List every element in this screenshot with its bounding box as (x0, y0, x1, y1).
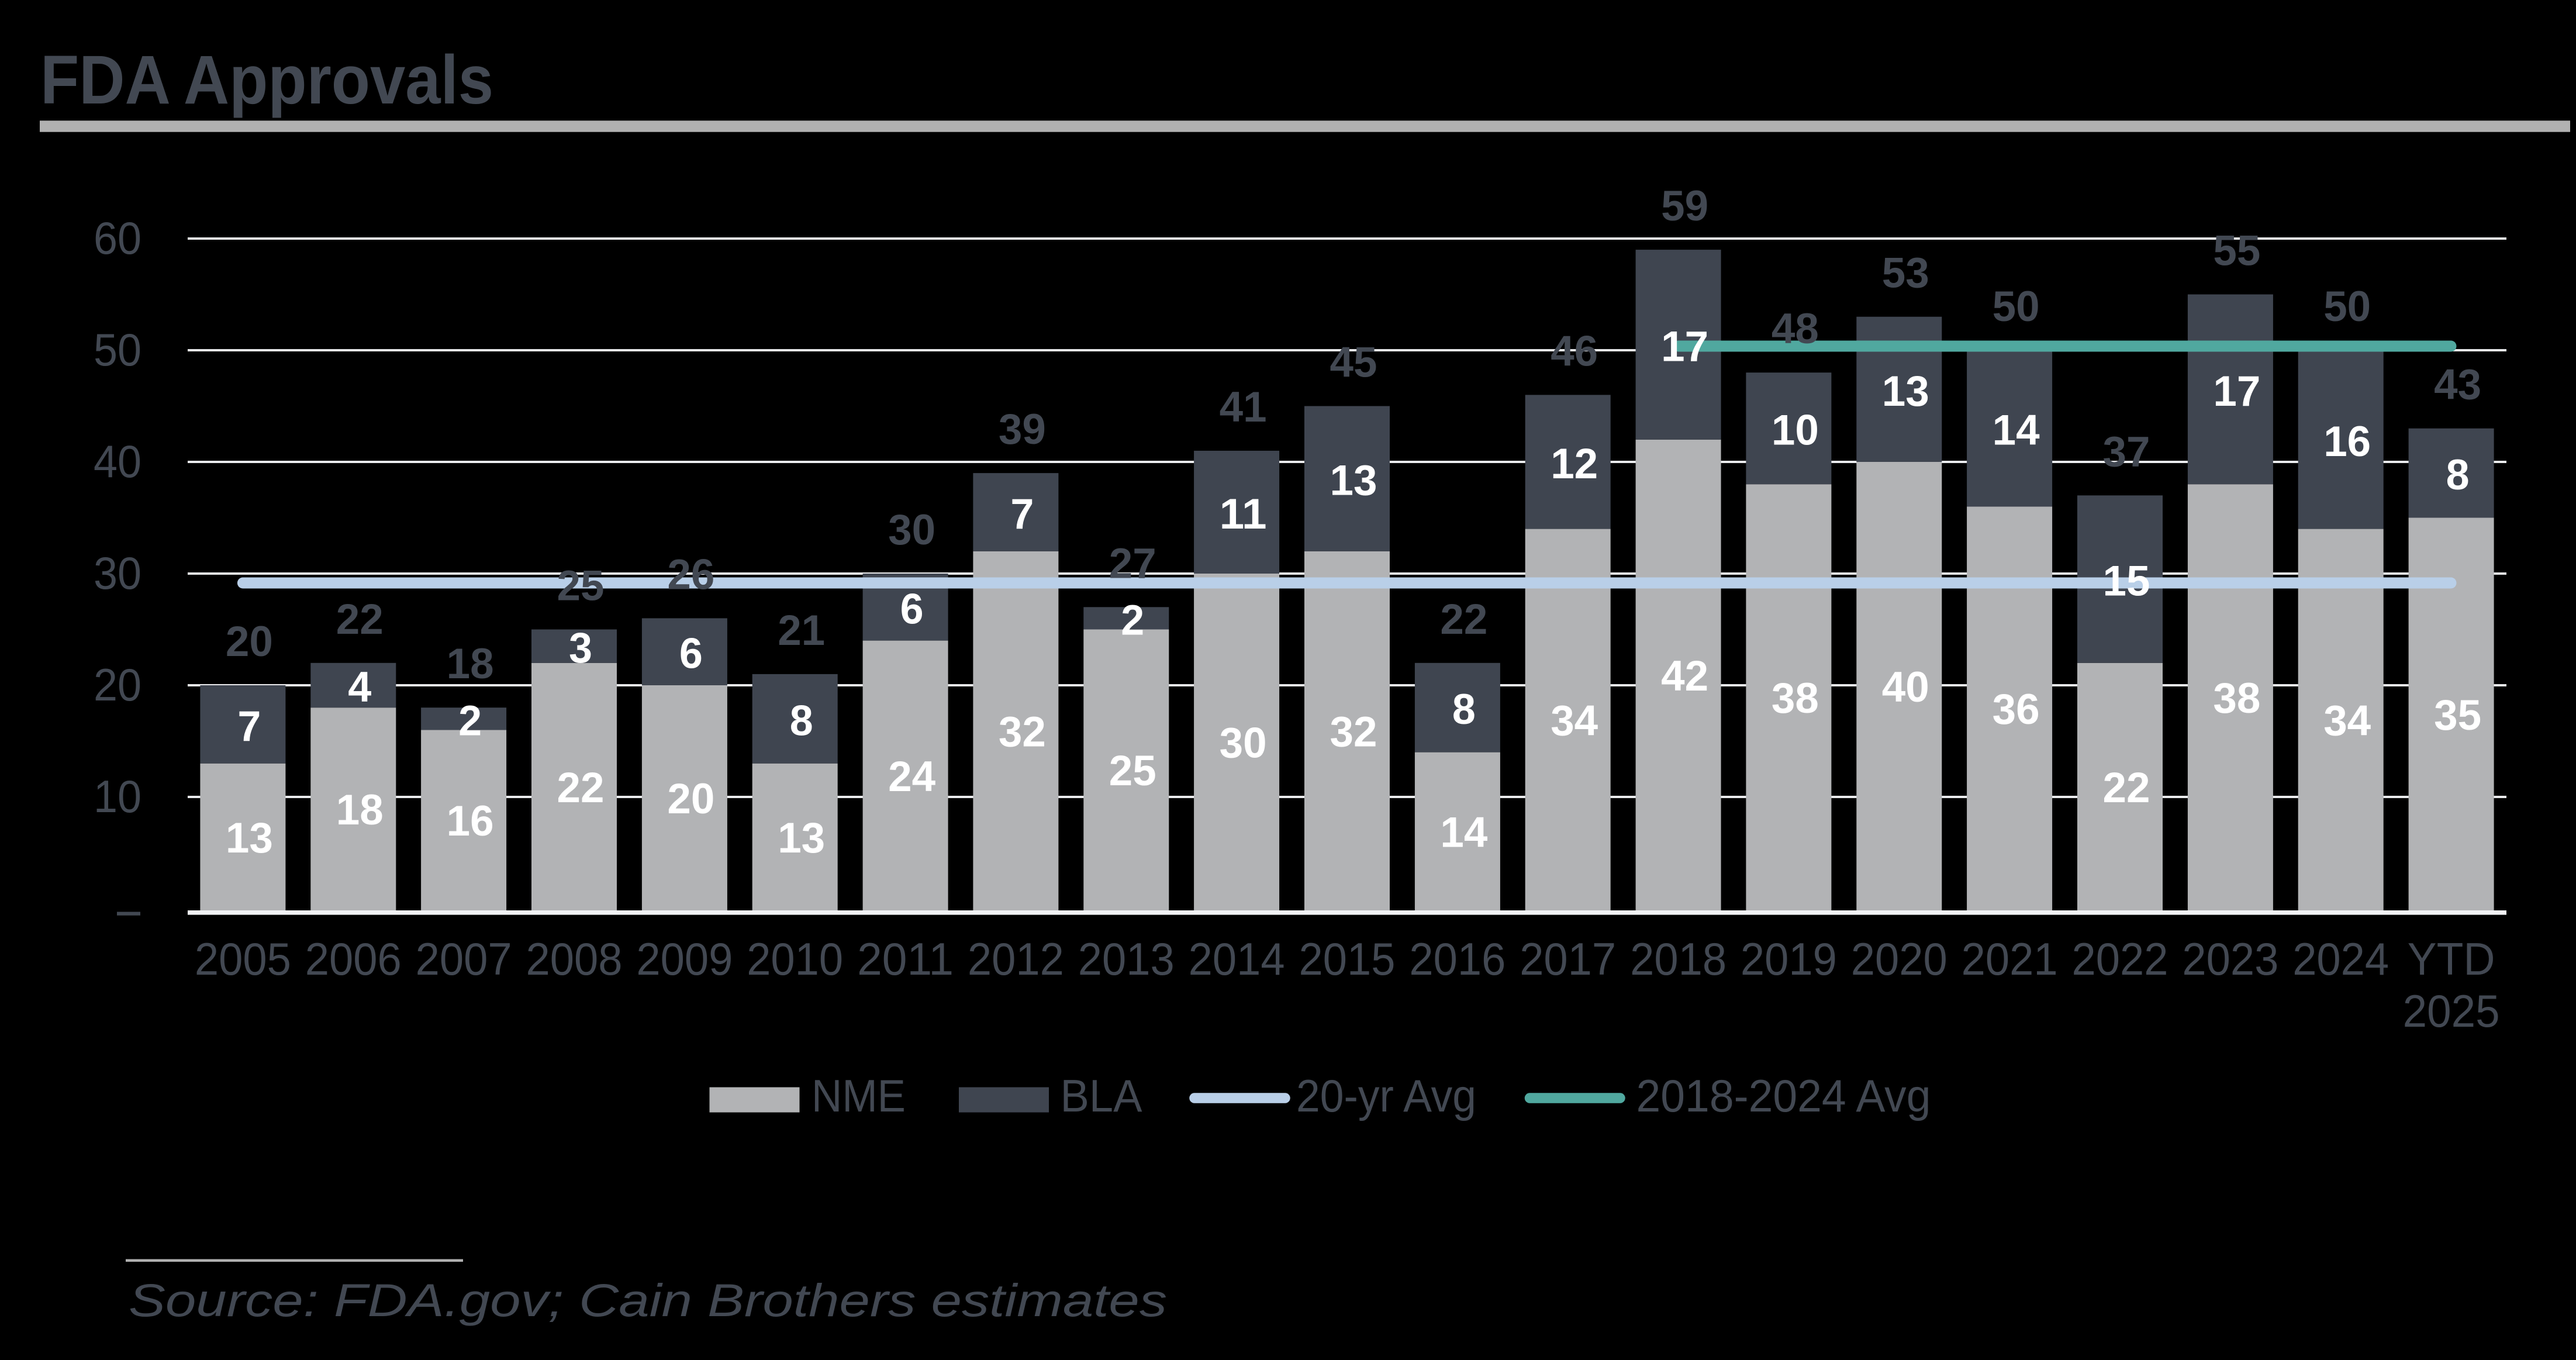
svg-text:7: 7 (237, 703, 261, 750)
svg-text:16: 16 (2323, 418, 2371, 465)
svg-text:25: 25 (557, 562, 605, 610)
svg-text:40: 40 (1882, 664, 1929, 711)
svg-text:2013: 2013 (1078, 933, 1175, 985)
svg-text:60: 60 (94, 212, 141, 264)
svg-text:42: 42 (1661, 653, 1708, 700)
svg-text:2008: 2008 (526, 933, 623, 985)
svg-text:2024: 2024 (2292, 933, 2389, 985)
svg-text:14: 14 (1440, 809, 1487, 856)
svg-text:2018-2024 Avg: 2018-2024 Avg (1636, 1070, 1931, 1121)
svg-text:21: 21 (778, 607, 825, 654)
svg-text:2: 2 (1121, 596, 1144, 644)
svg-text:4: 4 (348, 664, 371, 711)
svg-text:2017: 2017 (1520, 933, 1616, 985)
svg-text:2025: 2025 (2403, 985, 2500, 1037)
svg-text:16: 16 (447, 798, 494, 845)
svg-text:37: 37 (2103, 428, 2150, 475)
svg-text:27: 27 (1109, 540, 1156, 587)
svg-text:8: 8 (1452, 686, 1476, 733)
svg-text:50: 50 (94, 324, 141, 375)
svg-text:43: 43 (2434, 361, 2481, 409)
svg-text:17: 17 (1661, 323, 1708, 370)
svg-text:50: 50 (2323, 283, 2371, 330)
svg-text:59: 59 (1661, 182, 1708, 230)
svg-text:Source: FDA.gov; Cain Brothers: Source: FDA.gov; Cain Brothers estimates (129, 1274, 1167, 1326)
svg-text:BLA: BLA (1061, 1070, 1142, 1121)
svg-text:53: 53 (1882, 250, 1929, 297)
svg-text:2014: 2014 (1189, 933, 1285, 985)
svg-text:13: 13 (778, 814, 825, 862)
svg-text:32: 32 (1330, 708, 1377, 755)
svg-text:20: 20 (226, 618, 273, 665)
svg-text:2011: 2011 (857, 933, 954, 985)
svg-text:18: 18 (336, 786, 384, 834)
svg-text:2009: 2009 (636, 933, 733, 985)
svg-text:15: 15 (2103, 558, 2150, 605)
svg-text:20: 20 (667, 775, 714, 823)
svg-text:22: 22 (2103, 764, 2150, 812)
svg-text:22: 22 (557, 764, 605, 812)
svg-text:22: 22 (1440, 596, 1487, 643)
svg-text:24: 24 (888, 753, 935, 800)
svg-text:10: 10 (94, 771, 141, 822)
svg-text:8: 8 (2446, 451, 2470, 499)
svg-text:2: 2 (458, 697, 482, 744)
svg-text:2018: 2018 (1630, 933, 1726, 985)
svg-text:38: 38 (1772, 675, 1819, 722)
svg-text:13: 13 (1330, 457, 1377, 505)
svg-text:48: 48 (1772, 305, 1819, 353)
svg-text:30: 30 (1220, 720, 1267, 767)
svg-text:32: 32 (999, 708, 1046, 755)
svg-text:26: 26 (667, 551, 714, 598)
svg-text:2020: 2020 (1851, 933, 1947, 985)
svg-text:45: 45 (1330, 339, 1377, 386)
svg-text:30: 30 (888, 506, 935, 554)
svg-text:YTD: YTD (2408, 933, 2495, 985)
svg-text:34: 34 (2323, 697, 2371, 744)
svg-text:2022: 2022 (2072, 933, 2168, 985)
svg-text:55: 55 (2213, 227, 2260, 275)
svg-text:3: 3 (569, 624, 592, 672)
svg-text:13: 13 (226, 814, 273, 862)
svg-text:38: 38 (2213, 675, 2260, 722)
svg-text:2010: 2010 (747, 933, 843, 985)
svg-text:6: 6 (900, 585, 924, 633)
svg-text:2023: 2023 (2182, 933, 2278, 985)
svg-text:34: 34 (1551, 697, 1598, 744)
svg-text:50: 50 (1993, 283, 2040, 330)
svg-text:2021: 2021 (1962, 933, 2058, 985)
svg-text:18: 18 (447, 640, 494, 688)
svg-text:2007: 2007 (416, 933, 512, 985)
svg-text:2012: 2012 (968, 933, 1064, 985)
svg-text:30: 30 (94, 547, 141, 599)
svg-text:36: 36 (1993, 686, 2040, 733)
svg-text:8: 8 (790, 697, 813, 744)
svg-text:2005: 2005 (195, 933, 291, 985)
svg-text:2015: 2015 (1299, 933, 1396, 985)
svg-text:2016: 2016 (1409, 933, 1505, 985)
svg-text:FDA Approvals: FDA Approvals (40, 42, 493, 119)
svg-text:22: 22 (336, 596, 384, 643)
svg-text:2006: 2006 (305, 933, 402, 985)
svg-text:14: 14 (1993, 407, 2040, 454)
svg-text:7: 7 (1010, 491, 1034, 538)
svg-text:40: 40 (94, 436, 141, 487)
svg-text:11: 11 (1220, 491, 1267, 538)
svg-text:17: 17 (2213, 368, 2260, 415)
svg-text:20: 20 (94, 659, 141, 710)
svg-text:35: 35 (2434, 692, 2481, 739)
svg-text:6: 6 (679, 630, 703, 678)
svg-text:20-yr Avg: 20-yr Avg (1296, 1070, 1476, 1121)
svg-text:2019: 2019 (1741, 933, 1837, 985)
svg-text:46: 46 (1551, 327, 1598, 375)
svg-text:25: 25 (1109, 747, 1156, 795)
svg-text:39: 39 (999, 406, 1046, 453)
svg-text:NME: NME (812, 1070, 906, 1121)
svg-text:13: 13 (1882, 368, 1929, 415)
svg-text:10: 10 (1772, 407, 1819, 454)
svg-text:12: 12 (1551, 440, 1598, 488)
svg-text:41: 41 (1220, 384, 1267, 431)
